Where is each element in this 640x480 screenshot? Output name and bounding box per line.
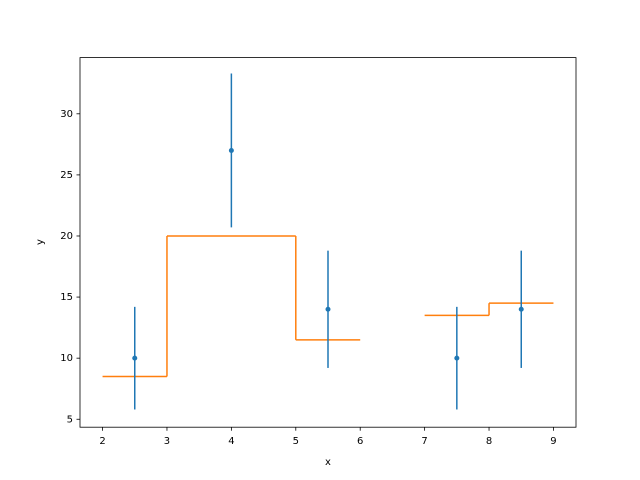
y-tick-label: 30 <box>60 109 73 120</box>
y-tick-label: 25 <box>60 170 73 181</box>
y-tick-label: 10 <box>60 353 73 364</box>
x-tick-label: 7 <box>421 436 427 447</box>
x-tick-label: 3 <box>164 436 170 447</box>
plot-frame <box>79 57 577 428</box>
x-tick-label: 2 <box>99 436 105 447</box>
point <box>325 306 331 312</box>
x-tick-label: 8 <box>486 436 492 447</box>
x-tick-label: 9 <box>550 436 556 447</box>
point <box>132 355 138 361</box>
y-tick-label: 20 <box>60 231 73 242</box>
point <box>454 355 460 361</box>
x-axis-label: x <box>325 457 331 468</box>
y-tick-label: 5 <box>67 414 73 425</box>
y-tick-label: 15 <box>60 292 73 303</box>
x-tick-label: 4 <box>228 436 234 447</box>
x-tick-label: 6 <box>357 436 363 447</box>
point <box>518 306 524 312</box>
y-axis-label: y <box>35 239 46 245</box>
point <box>228 147 234 153</box>
x-tick-label: 5 <box>293 436 299 447</box>
